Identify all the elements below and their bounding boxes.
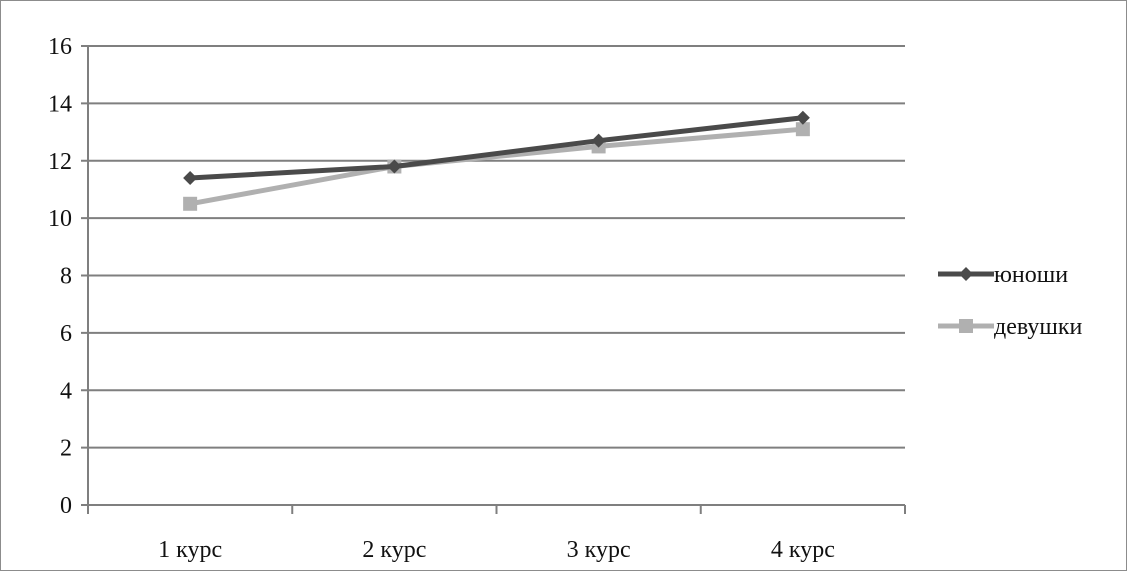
legend-item: девушки xyxy=(938,314,1083,340)
y-tick-label: 16 xyxy=(48,34,72,60)
legend-label: юноши xyxy=(994,262,1068,288)
legend: юноши девушки xyxy=(938,262,1083,340)
series-yunoshi xyxy=(183,110,810,185)
y-tick-label: 14 xyxy=(48,91,72,117)
gridlines xyxy=(88,45,905,449)
y-tick-label: 8 xyxy=(60,264,72,290)
legend-label: девушки xyxy=(994,314,1083,340)
y-tick-label: 4 xyxy=(60,378,72,404)
legend-marker xyxy=(959,267,973,281)
y-tick-label: 10 xyxy=(48,206,72,232)
data-point xyxy=(795,122,810,137)
x-tick-label: 4 курс xyxy=(771,537,835,563)
axes: 0 2 4 6 8 10 12 14 16 1 курс 2 курс 3 курс 4 курс xyxy=(48,34,906,563)
x-tick-label: 1 курс xyxy=(158,537,222,563)
legend-item: юноши xyxy=(938,262,1068,288)
data-point xyxy=(591,133,606,148)
data-point xyxy=(795,110,810,125)
data-point xyxy=(183,196,198,211)
x-tick-label: 2 курс xyxy=(362,537,426,563)
series-layer xyxy=(183,110,810,211)
y-tick-label: 12 xyxy=(48,149,72,175)
data-point xyxy=(387,159,402,174)
series-line xyxy=(189,115,804,181)
y-tick-label: 0 xyxy=(60,493,72,519)
x-tick-label: 3 курс xyxy=(567,537,631,563)
y-tick-label: 2 xyxy=(60,436,72,462)
data-point xyxy=(183,170,198,185)
series-line xyxy=(189,126,804,207)
legend-marker xyxy=(959,319,973,333)
y-tick-label: 6 xyxy=(60,321,72,347)
